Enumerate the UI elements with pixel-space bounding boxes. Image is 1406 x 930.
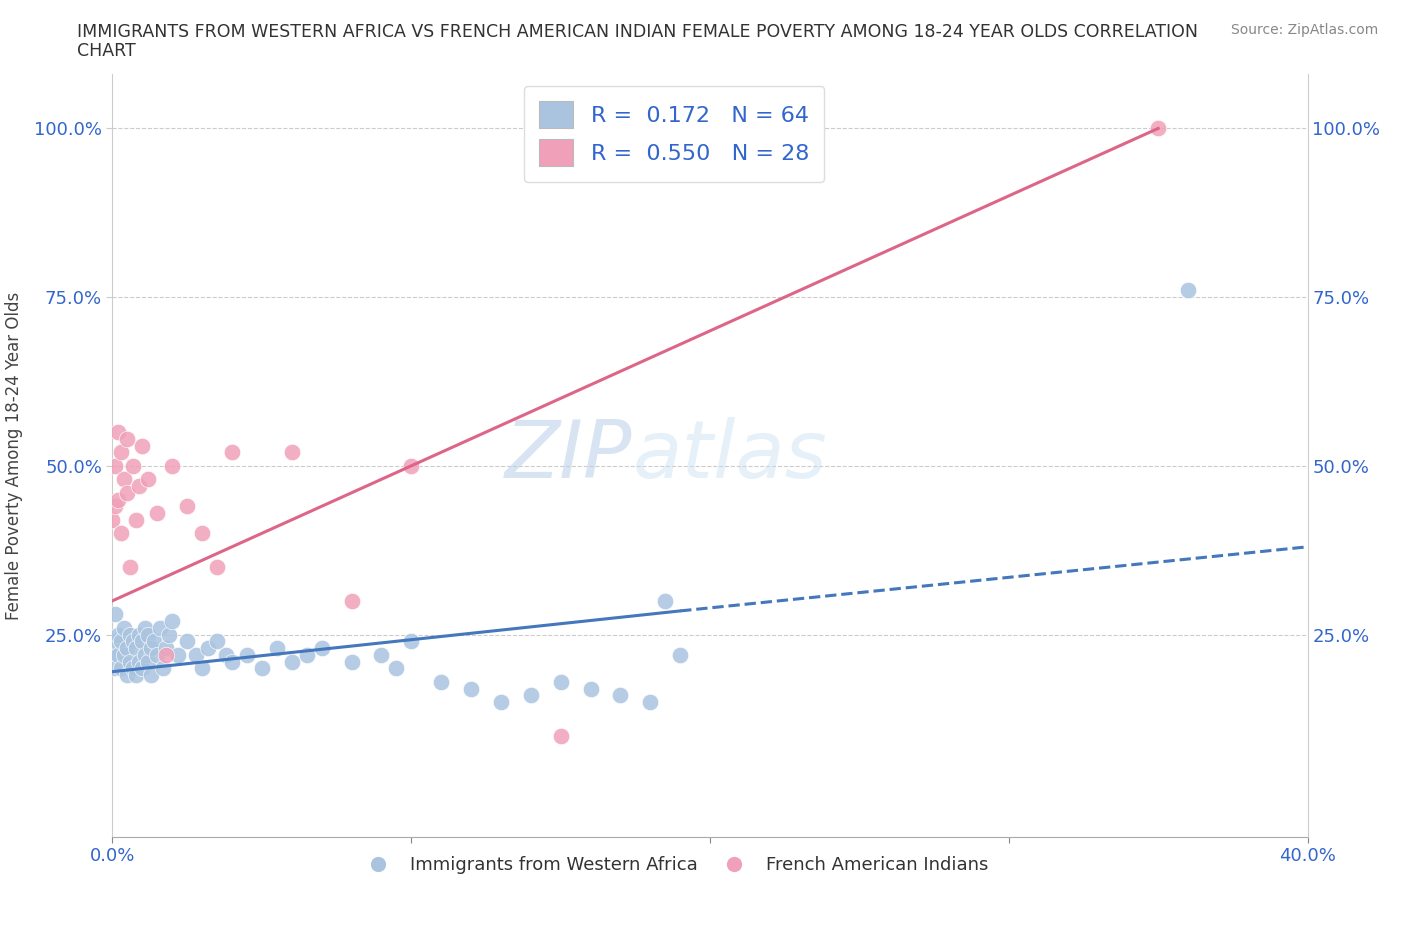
Point	[162, 458, 183, 473]
Point	[138, 627, 160, 642]
Point	[609, 688, 631, 703]
Point	[120, 654, 142, 669]
Text: Source: ZipAtlas.com: Source: ZipAtlas.com	[1230, 23, 1378, 37]
Point	[110, 634, 132, 649]
Point	[654, 593, 676, 608]
Point	[110, 661, 132, 676]
Point	[122, 634, 145, 649]
Point	[550, 728, 572, 743]
Point	[1147, 121, 1170, 136]
Point	[104, 634, 127, 649]
Point	[250, 661, 273, 676]
Point	[128, 654, 150, 669]
Point	[104, 607, 127, 622]
Point	[104, 661, 127, 676]
Point	[340, 654, 363, 669]
Point	[669, 647, 692, 662]
Point	[1177, 283, 1199, 298]
Point	[114, 620, 135, 635]
Point	[125, 641, 148, 656]
Point	[236, 647, 259, 662]
Point	[152, 661, 174, 676]
Point	[550, 674, 572, 689]
Point	[460, 681, 482, 696]
Point	[101, 647, 124, 662]
Point	[146, 506, 169, 521]
Point	[131, 634, 153, 649]
Point	[176, 634, 198, 649]
Point	[117, 432, 139, 446]
Point	[134, 620, 156, 635]
Point	[167, 647, 190, 662]
Text: atlas: atlas	[633, 417, 827, 495]
Point	[143, 634, 166, 649]
Point	[266, 641, 288, 656]
Point	[176, 498, 198, 513]
Point	[579, 681, 602, 696]
Point	[110, 525, 132, 540]
Point	[295, 647, 318, 662]
Point	[107, 492, 129, 507]
Point	[520, 688, 543, 703]
Point	[281, 654, 304, 669]
Point	[191, 661, 214, 676]
Point	[138, 654, 160, 669]
Point	[640, 695, 662, 710]
Point	[120, 560, 142, 575]
Point	[430, 674, 453, 689]
Point	[370, 647, 392, 662]
Point	[186, 647, 208, 662]
Point	[107, 425, 129, 440]
Point	[205, 560, 228, 575]
Point	[114, 472, 135, 486]
Point	[191, 525, 214, 540]
Text: ZIP: ZIP	[505, 417, 633, 495]
Point	[117, 641, 139, 656]
Point	[489, 695, 512, 710]
Point	[162, 614, 183, 629]
Point	[114, 647, 135, 662]
Point	[107, 647, 129, 662]
Text: IMMIGRANTS FROM WESTERN AFRICA VS FRENCH AMERICAN INDIAN FEMALE POVERTY AMONG 18: IMMIGRANTS FROM WESTERN AFRICA VS FRENCH…	[77, 23, 1198, 41]
Point	[146, 647, 169, 662]
Point	[155, 647, 177, 662]
Point	[131, 438, 153, 453]
Point	[128, 627, 150, 642]
Legend: Immigrants from Western Africa, French American Indians: Immigrants from Western Africa, French A…	[353, 849, 995, 882]
Point	[141, 641, 163, 656]
Point	[221, 654, 243, 669]
Point	[107, 627, 129, 642]
Point	[131, 661, 153, 676]
Point	[401, 634, 423, 649]
Point	[157, 627, 180, 642]
Point	[120, 627, 142, 642]
Point	[101, 512, 124, 527]
Point	[134, 647, 156, 662]
Point	[125, 668, 148, 683]
Point	[385, 661, 408, 676]
Point	[104, 498, 127, 513]
Point	[221, 445, 243, 459]
Point	[122, 661, 145, 676]
Point	[128, 479, 150, 494]
Point	[110, 445, 132, 459]
Point	[401, 458, 423, 473]
Point	[125, 512, 148, 527]
Point	[205, 634, 228, 649]
Point	[117, 668, 139, 683]
Point	[215, 647, 238, 662]
Point	[281, 445, 304, 459]
Text: CHART: CHART	[77, 42, 136, 60]
Point	[340, 593, 363, 608]
Point	[138, 472, 160, 486]
Point	[141, 668, 163, 683]
Point	[104, 458, 127, 473]
Point	[149, 620, 172, 635]
Point	[122, 458, 145, 473]
Point	[155, 641, 177, 656]
Point	[197, 641, 219, 656]
Point	[117, 485, 139, 500]
Y-axis label: Female Poverty Among 18-24 Year Olds: Female Poverty Among 18-24 Year Olds	[6, 292, 22, 619]
Point	[311, 641, 333, 656]
